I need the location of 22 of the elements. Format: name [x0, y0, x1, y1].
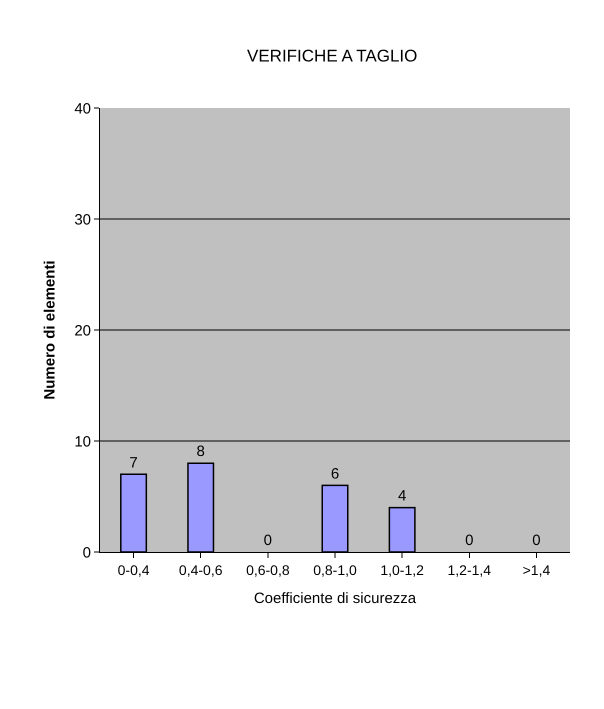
x-tick-label: 1,0-1,2 — [380, 562, 424, 578]
x-tick-label: 0,6-0,8 — [246, 562, 290, 578]
y-tick-label: 10 — [74, 433, 91, 450]
data-label: 0 — [264, 532, 272, 549]
x-tick-label: 0-0,4 — [118, 562, 150, 578]
data-label: 8 — [196, 443, 205, 460]
x-tick-label: >1,4 — [522, 562, 550, 578]
data-label: 6 — [330, 465, 340, 482]
y-tick-label: 40 — [74, 100, 91, 118]
y-tick-label: 20 — [74, 322, 91, 340]
y-tick-label: 0 — [82, 544, 91, 562]
x-tick-label: 0,4-0,6 — [178, 562, 223, 578]
y-tick-label: 30 — [74, 211, 91, 228]
data-label: 0 — [532, 532, 541, 549]
x-axis-title: Coefficiente di sicurezza — [254, 590, 417, 607]
data-label: 0 — [465, 532, 474, 549]
y-axis-title: Numero di elementi — [42, 260, 59, 400]
data-label: 7 — [129, 454, 138, 472]
x-tick-label: 0,8-1,0 — [313, 562, 358, 578]
x-tick-label: 1,2-1,4 — [447, 562, 492, 578]
data-label: 4 — [398, 488, 406, 505]
chart-title: VERIFICHE A TAGLIO — [247, 46, 418, 66]
